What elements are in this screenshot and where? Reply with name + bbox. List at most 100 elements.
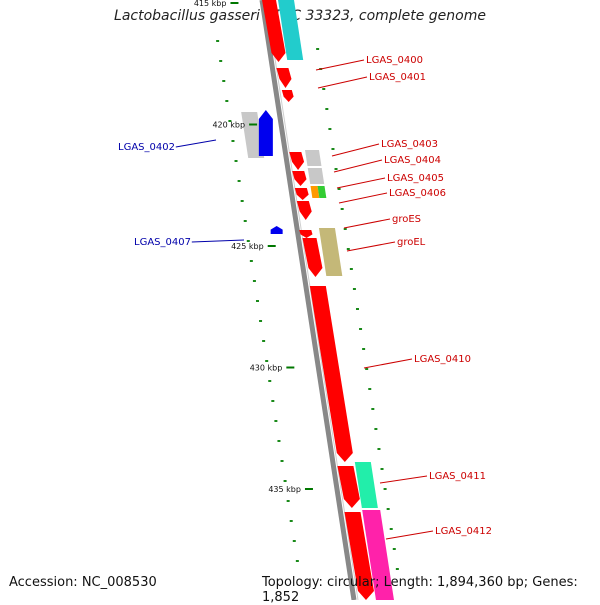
map-title: Lactobacillus gasseri ATCC 33323, comple… (114, 8, 486, 24)
gene-label: LGAS_0411 (429, 471, 486, 482)
gc-dot (222, 80, 226, 82)
gc-dot (386, 508, 390, 510)
gc-dot (349, 268, 353, 270)
gc-dot (274, 420, 278, 422)
gene-label: LGAS_0401 (369, 72, 426, 83)
gene-label: groEL (397, 237, 426, 248)
backbone-line (259, 0, 357, 600)
gc-dot (325, 108, 329, 110)
cog-box (354, 462, 378, 508)
gc-dot (249, 260, 253, 262)
gc-dot (392, 548, 396, 550)
gc-dot (268, 380, 272, 382)
gc-dot (289, 520, 293, 522)
gc-dot (286, 500, 290, 502)
label-leader (385, 530, 434, 540)
gc-dot (334, 168, 338, 170)
gene-arrow (337, 466, 360, 508)
gc-dot (255, 300, 259, 302)
gc-dot (219, 60, 223, 62)
gc-dot (359, 328, 363, 330)
gene-track (258, 0, 374, 600)
tick-label: 415 kbp (194, 0, 227, 8)
gc-dot (322, 88, 326, 90)
gc-dot (292, 540, 296, 542)
gc-dotted-track (216, 40, 399, 570)
gc-dot (237, 180, 241, 182)
cog-box (318, 228, 343, 276)
label-leader (336, 177, 386, 189)
gc-dot (355, 308, 359, 310)
gc-dot (383, 488, 387, 490)
label-leader (346, 241, 396, 252)
gene-label: LGAS_0404 (384, 155, 441, 166)
gene-arrow (309, 286, 353, 462)
gc-dot (395, 568, 399, 570)
gene-labels: LGAS_0400 LGAS_0401 LGAS_0402 LGAS_0403 LGAS… (118, 55, 492, 540)
gene-label: LGAS_0410 (414, 354, 471, 365)
gc-dot (331, 148, 335, 150)
summary-text: Topology: circular; Length: 1,894,360 bp… (262, 575, 578, 605)
gc-dot (243, 220, 247, 222)
gene-arrow (281, 90, 294, 102)
label-leader (333, 159, 383, 173)
gc-dot (228, 120, 232, 122)
gc-dot (365, 368, 369, 370)
gc-dot (259, 320, 263, 322)
cog-box (304, 150, 322, 166)
gene-label: LGAS_0403 (381, 139, 438, 150)
cog-box (310, 186, 320, 198)
cog-box (317, 186, 327, 198)
gc-dot (328, 128, 332, 130)
gc-dot (231, 140, 235, 142)
accession-text: Accession: NC_008530 (9, 575, 157, 590)
tick-label: 420 kbp (212, 121, 245, 130)
gc-dot (337, 188, 341, 190)
gc-dot (265, 360, 269, 362)
gc-dot (389, 528, 393, 530)
label-leader (343, 218, 391, 229)
gene-arrow (258, 110, 273, 156)
label-leader (315, 59, 365, 71)
gene-arrow (344, 512, 374, 600)
backbone-shadow (265, 0, 359, 600)
gene-arrow (289, 152, 305, 170)
label-leader (191, 239, 245, 243)
gene-label: LGAS_0405 (387, 173, 444, 184)
tick-label: 425 kbp (231, 242, 264, 251)
gene-arrow (276, 68, 292, 88)
gc-dot (368, 388, 372, 390)
gene-arrow (270, 226, 283, 234)
gc-dot (352, 288, 356, 290)
gc-dot (316, 48, 320, 50)
gc-dot (277, 440, 281, 442)
cog-box (307, 168, 325, 184)
tick-label: 430 kbp (250, 364, 283, 373)
gene-arrow (296, 201, 312, 220)
gc-dot (271, 400, 275, 402)
label-leader (379, 475, 428, 484)
gene-arrow (292, 171, 307, 186)
label-leader (175, 139, 217, 148)
gene-label: LGAS_0406 (389, 188, 446, 199)
cog-track (241, 0, 394, 600)
gc-dot (295, 560, 299, 562)
gene-label: LGAS_0400 (366, 55, 423, 66)
gene-arrow (262, 0, 286, 62)
gc-dot (340, 208, 344, 210)
gc-dot (252, 280, 256, 282)
label-leader (363, 358, 413, 369)
gene-label: LGAS_0402 (118, 142, 175, 153)
gc-dot (374, 428, 378, 430)
gc-dot (362, 348, 366, 350)
gc-dot (377, 448, 381, 450)
gc-dot (343, 228, 347, 230)
label-leader (338, 192, 388, 204)
gene-label: LGAS_0407 (134, 237, 191, 248)
gc-dot (246, 240, 250, 242)
label-leader (331, 143, 380, 157)
cog-box (241, 112, 265, 158)
label-leader (317, 76, 368, 89)
